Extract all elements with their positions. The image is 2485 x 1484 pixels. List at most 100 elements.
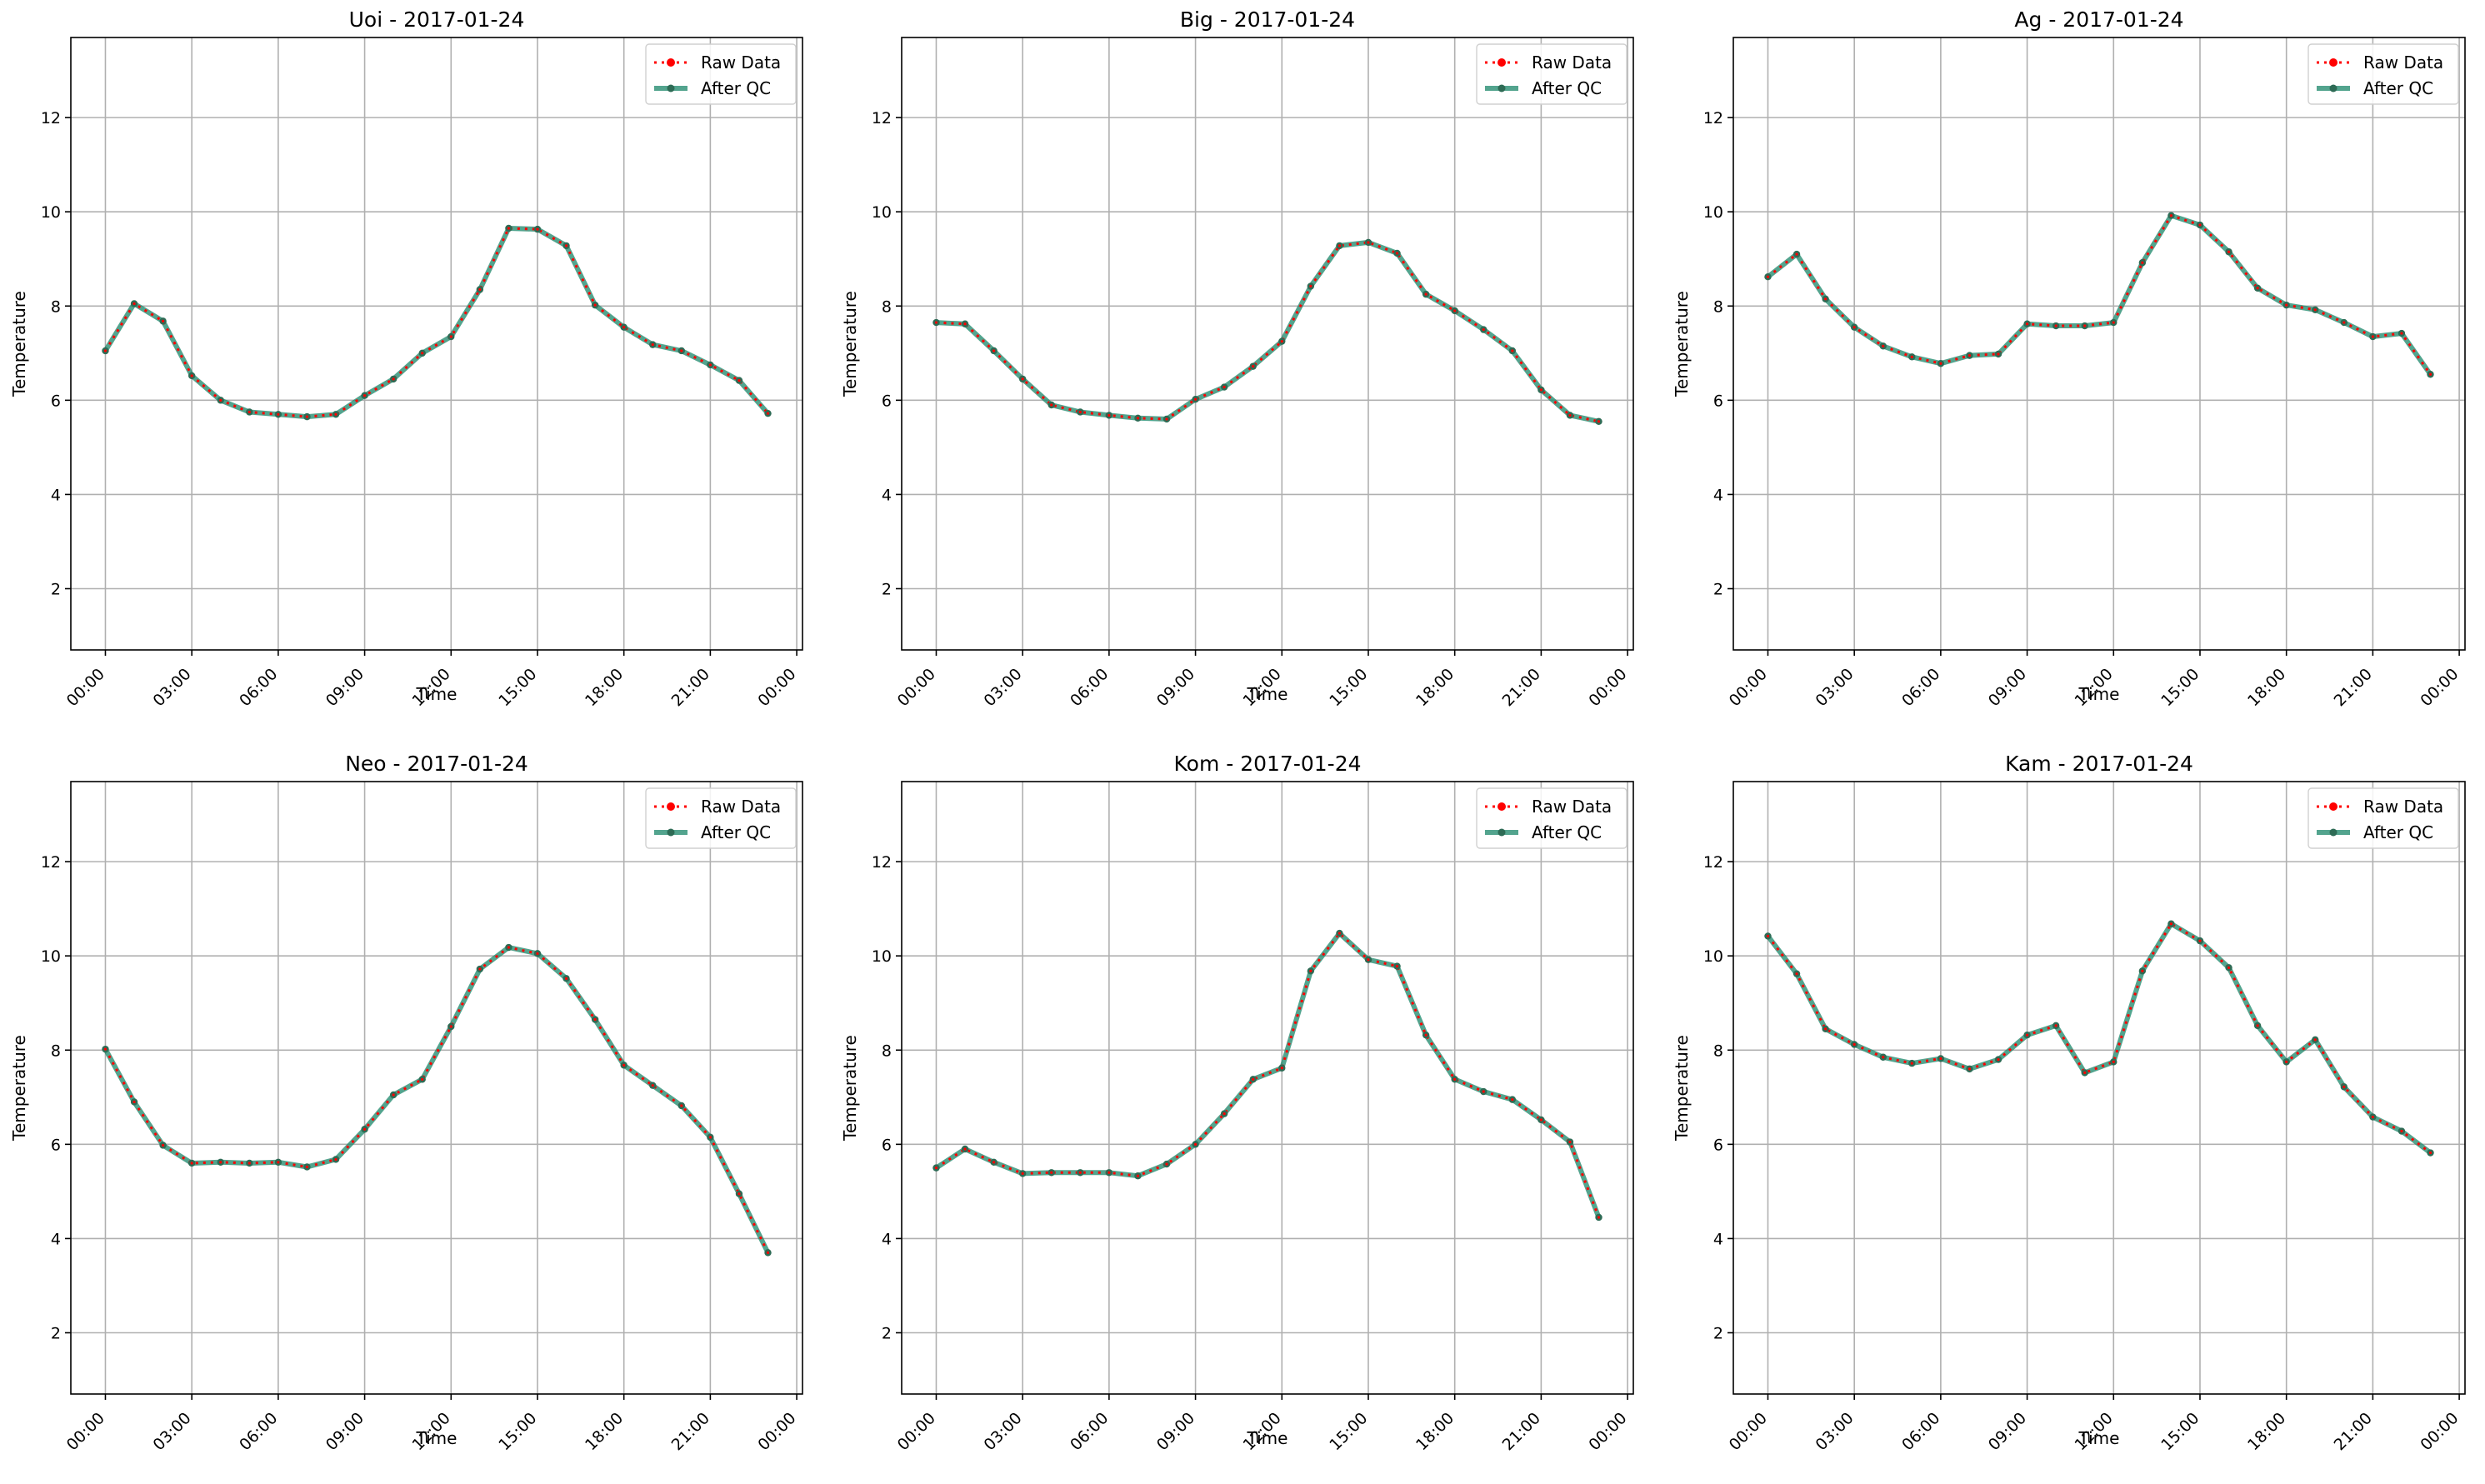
raw-data-point [622,1063,626,1067]
x-tick-label: 15:00 [1326,665,1371,710]
subplot-2: 00:00 03:00 06:00 09:00 12:00 15:00 18:00 21:00… [840,7,1634,710]
raw-data-point [593,303,597,307]
x-tick-label: 09:00 [1985,665,2030,710]
raw-data-point [1597,420,1601,423]
raw-data-point [392,1093,395,1097]
raw-data-point [708,1136,712,1139]
raw-data-point [1968,354,1972,357]
raw-data-point [2083,1071,2087,1075]
raw-data-point [1882,344,1885,347]
legend-qc-label: After QC [1532,78,1602,98]
x-tick-label: 03:00 [1812,665,1857,710]
legend-qc-label: After QC [2363,822,2433,842]
series-line-raw-data [1767,922,2432,1154]
x-tick-label: 00:00 [63,665,108,710]
raw-data-point [1795,252,1798,256]
x-tick-label: 21:00 [668,1409,713,1454]
y-tick-label: 2 [882,581,892,599]
series-line-after-qc [1766,921,2432,1155]
legend-qc-label: After QC [701,78,771,98]
raw-data-point [1367,958,1370,962]
chart-title: Ag - 2017-01-24 [2014,7,2183,32]
raw-data-point [1766,934,1770,938]
x-tick-label: 06:00 [236,1409,281,1454]
x-tick-label: 21:00 [668,665,713,710]
x-tick-label: 06:00 [236,665,281,710]
x-tick-label: 15:00 [495,1409,540,1454]
raw-data-point [1852,1042,1856,1047]
raw-data-point [2054,324,2058,327]
y-tick-label: 10 [41,203,61,222]
raw-data-point [1482,327,1485,332]
raw-data-point [1824,297,1828,301]
raw-data-point [190,1162,193,1165]
series-line-after-qc [1766,212,2432,377]
subplot-1: 00:00 03:00 06:00 09:00 12:00 15:00 18:00 21:00… [9,7,803,710]
raw-data-point [1511,1098,1514,1102]
raw-data-point [1997,352,2000,356]
plot-frame [901,37,1634,651]
raw-data-point [1597,1216,1601,1219]
raw-data-point [766,1251,770,1254]
plot-frame [1732,781,2466,1395]
legend: Raw Data After QC [2308,43,2459,105]
raw-data-point [593,1017,597,1022]
raw-data-point [934,1167,938,1170]
series-line-after-qc [934,931,1602,1219]
raw-data-point [1193,397,1198,401]
x-tick-label: 06:00 [1898,1409,1943,1454]
x-tick-label: 00:00 [754,665,799,710]
x-tick-label: 00:00 [754,1409,799,1454]
x-tick-label: 03:00 [149,665,194,710]
raw-data-point [1939,362,1942,365]
raw-data-point [392,377,395,381]
raw-data-point [2083,324,2087,327]
x-tick-label: 15:00 [2158,665,2202,710]
raw-data-point [2025,1033,2029,1037]
y-tick-label: 4 [882,486,892,504]
raw-data-point [1108,413,1111,417]
raw-data-point [2169,214,2173,217]
legend-raw-marker [667,58,675,67]
raw-data-point [1165,1162,1168,1166]
raw-data-point [277,412,280,416]
raw-data-point [2169,922,2173,926]
legend: Raw Data After QC [645,43,797,105]
raw-data-point [2400,1129,2403,1133]
series-line-raw-data [936,241,1599,423]
raw-data-point [449,1025,452,1028]
x-tick-label: 00:00 [1585,1409,1630,1454]
x-tick-label: 06:00 [1067,665,1112,710]
raw-data-point [1338,244,1342,247]
x-tick-label: 06:00 [1067,1409,1112,1454]
raw-data-point [1568,413,1572,417]
raw-data-point [2112,1060,2115,1064]
y-tick-label: 10 [41,947,61,966]
y-tick-label: 10 [1703,203,1723,222]
y-tick-label: 10 [1703,947,1723,966]
x-tick-label: 21:00 [1499,1409,1544,1454]
x-tick-label: 09:00 [1985,1409,2030,1454]
y-tick-label: 12 [872,109,892,127]
raw-data-point [934,321,938,324]
raw-data-point [1222,1112,1226,1116]
raw-data-point [564,244,568,247]
raw-data-point [1939,1057,1942,1061]
raw-data-point [421,1077,424,1081]
raw-data-point [1078,410,1082,414]
raw-data-point [622,326,626,329]
raw-data-point [132,1100,136,1104]
y-tick-label: 4 [1713,486,1723,504]
raw-data-point [449,335,452,338]
x-tick-label: 00:00 [1585,665,1630,710]
y-tick-label: 8 [51,297,61,316]
plot-frame [901,781,1634,1395]
legend-raw-label: Raw Data [701,797,781,817]
raw-data-point [1453,309,1457,312]
legend: Raw Data After QC [1476,43,1628,105]
x-tick-label: 18:00 [2244,1409,2289,1454]
legend-raw-marker [1498,802,1506,811]
raw-data-point [1309,284,1312,288]
y-tick-label: 8 [51,1042,61,1060]
raw-data-point [103,1047,108,1051]
